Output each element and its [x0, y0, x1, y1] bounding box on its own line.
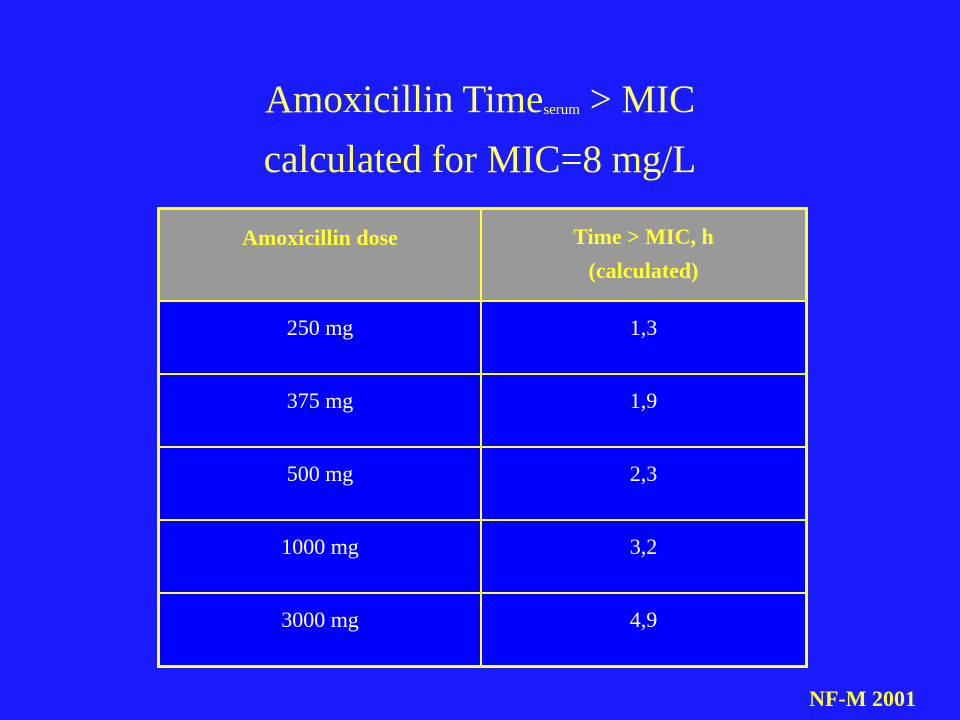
table-row: 500 mg 2,3	[157, 446, 808, 521]
cell-time: 4,9	[480, 592, 808, 668]
header-time: Time > MIC, h (calculated)	[480, 207, 808, 302]
header-time-line2: (calculated)	[588, 258, 699, 283]
table-row: 3000 mg 4,9	[157, 592, 808, 668]
table-row: 250 mg 1,3	[157, 300, 808, 375]
title-line-2: calculated for MIC=8 mg/L	[263, 138, 697, 181]
header-dose: Amoxicillin dose	[157, 207, 482, 302]
dose-time-table: Amoxicillin dose Time > MIC, h (calculat…	[157, 207, 808, 668]
slide-title: Amoxicillin Timeserum > MIC calculated f…	[0, 74, 960, 185]
table-header-row: Amoxicillin dose Time > MIC, h (calculat…	[157, 207, 808, 302]
cell-time: 1,9	[480, 373, 808, 448]
title-line-1: Amoxicillin Timeserum > MIC	[0, 74, 960, 134]
cell-time: 1,3	[480, 300, 808, 375]
title-subscript: serum	[543, 102, 580, 118]
cell-time: 3,2	[480, 519, 808, 594]
cell-dose: 250 mg	[157, 300, 482, 375]
title-rest-text: > MIC	[579, 78, 696, 121]
footer-credit: NF-M 2001	[809, 686, 916, 711]
cell-dose: 500 mg	[157, 446, 482, 521]
title-main-text: Amoxicillin Time	[264, 78, 544, 121]
cell-dose: 375 mg	[157, 373, 482, 448]
cell-time: 2,3	[480, 446, 808, 521]
table-row: 375 mg 1,9	[157, 373, 808, 448]
header-time-line1: Time > MIC, h	[573, 224, 714, 249]
table-row: 1000 mg 3,2	[157, 519, 808, 594]
cell-dose: 1000 mg	[157, 519, 482, 594]
cell-dose: 3000 mg	[157, 592, 482, 668]
